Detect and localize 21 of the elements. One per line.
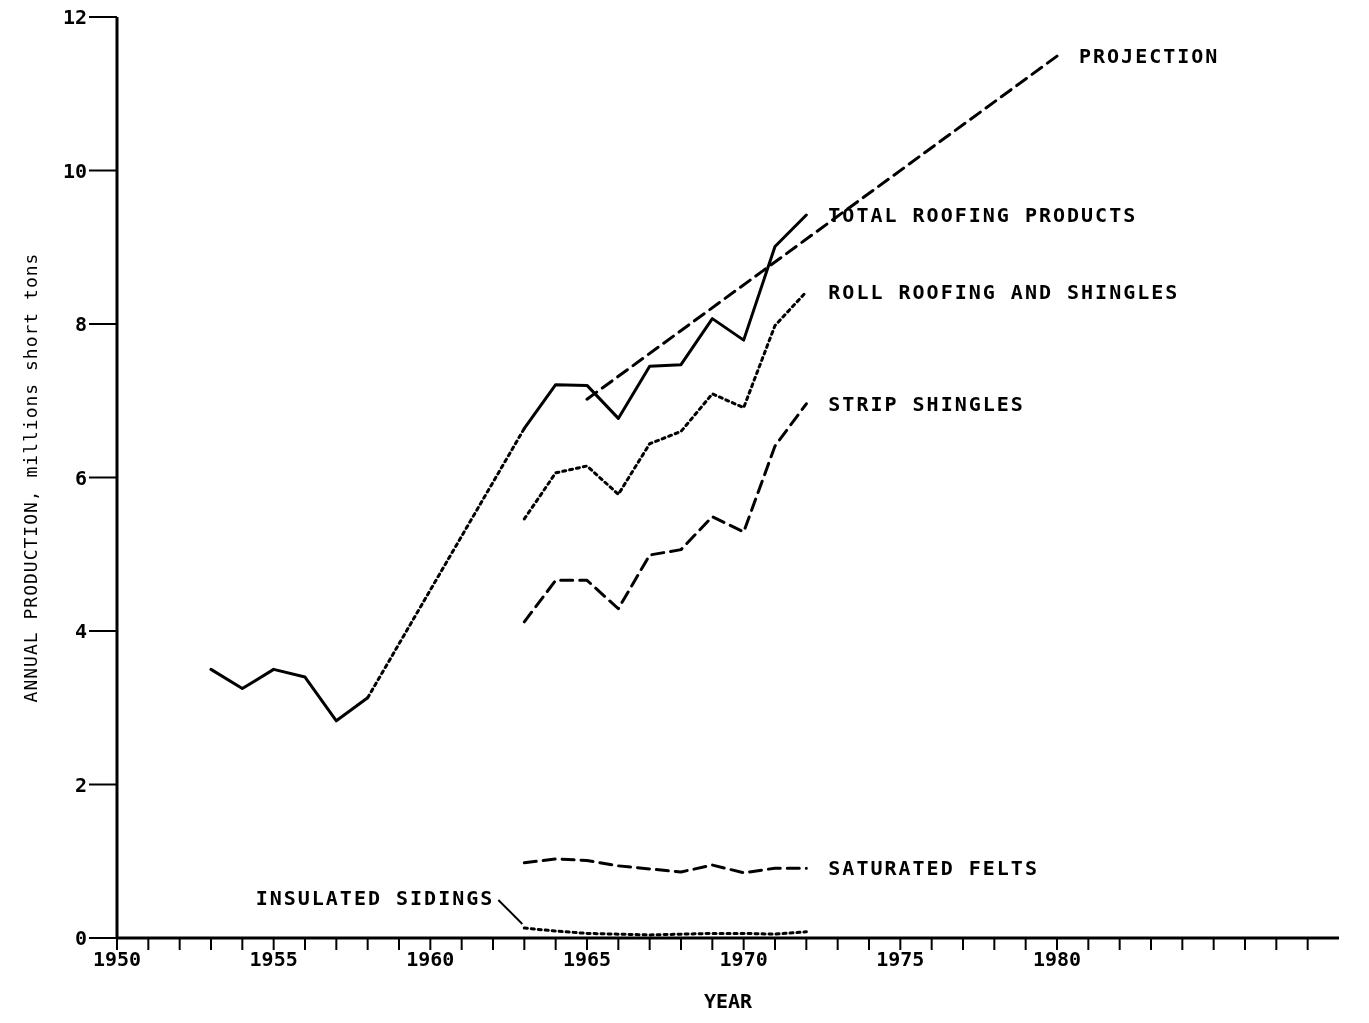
annotation: ROLL ROOFING AND SHINGLES [828, 279, 1180, 304]
x-tick-label: 1980 [1032, 947, 1082, 972]
annotation: PROJECTION [1079, 44, 1220, 69]
x-axis-title: YEAR [703, 989, 754, 1013]
y-tick-label: 4 [74, 619, 87, 644]
y-tick-label: 12 [62, 5, 87, 30]
x-tick-label: 1950 [92, 947, 142, 972]
x-tick-label: 1960 [406, 947, 455, 972]
y-tick-label: 6 [74, 465, 87, 490]
y-tick-label: 2 [74, 772, 87, 797]
annotation: STRIP SHINGLES [828, 391, 1025, 416]
x-tick-label: 1975 [876, 947, 925, 972]
y-tick-label: 8 [74, 312, 87, 337]
x-tick-label: 1955 [249, 947, 298, 972]
y-tick-label: 0 [74, 926, 87, 951]
y-tick-label: 10 [62, 158, 87, 183]
annotation: INSULATED SIDINGS [255, 886, 495, 911]
x-tick-label: 1965 [562, 947, 612, 972]
annotation: SATURATED FELTS [828, 856, 1039, 881]
y-axis-title: ANNUAL PRODUCTION, millions short tons [19, 252, 41, 703]
x-tick-label: 1970 [719, 947, 768, 972]
